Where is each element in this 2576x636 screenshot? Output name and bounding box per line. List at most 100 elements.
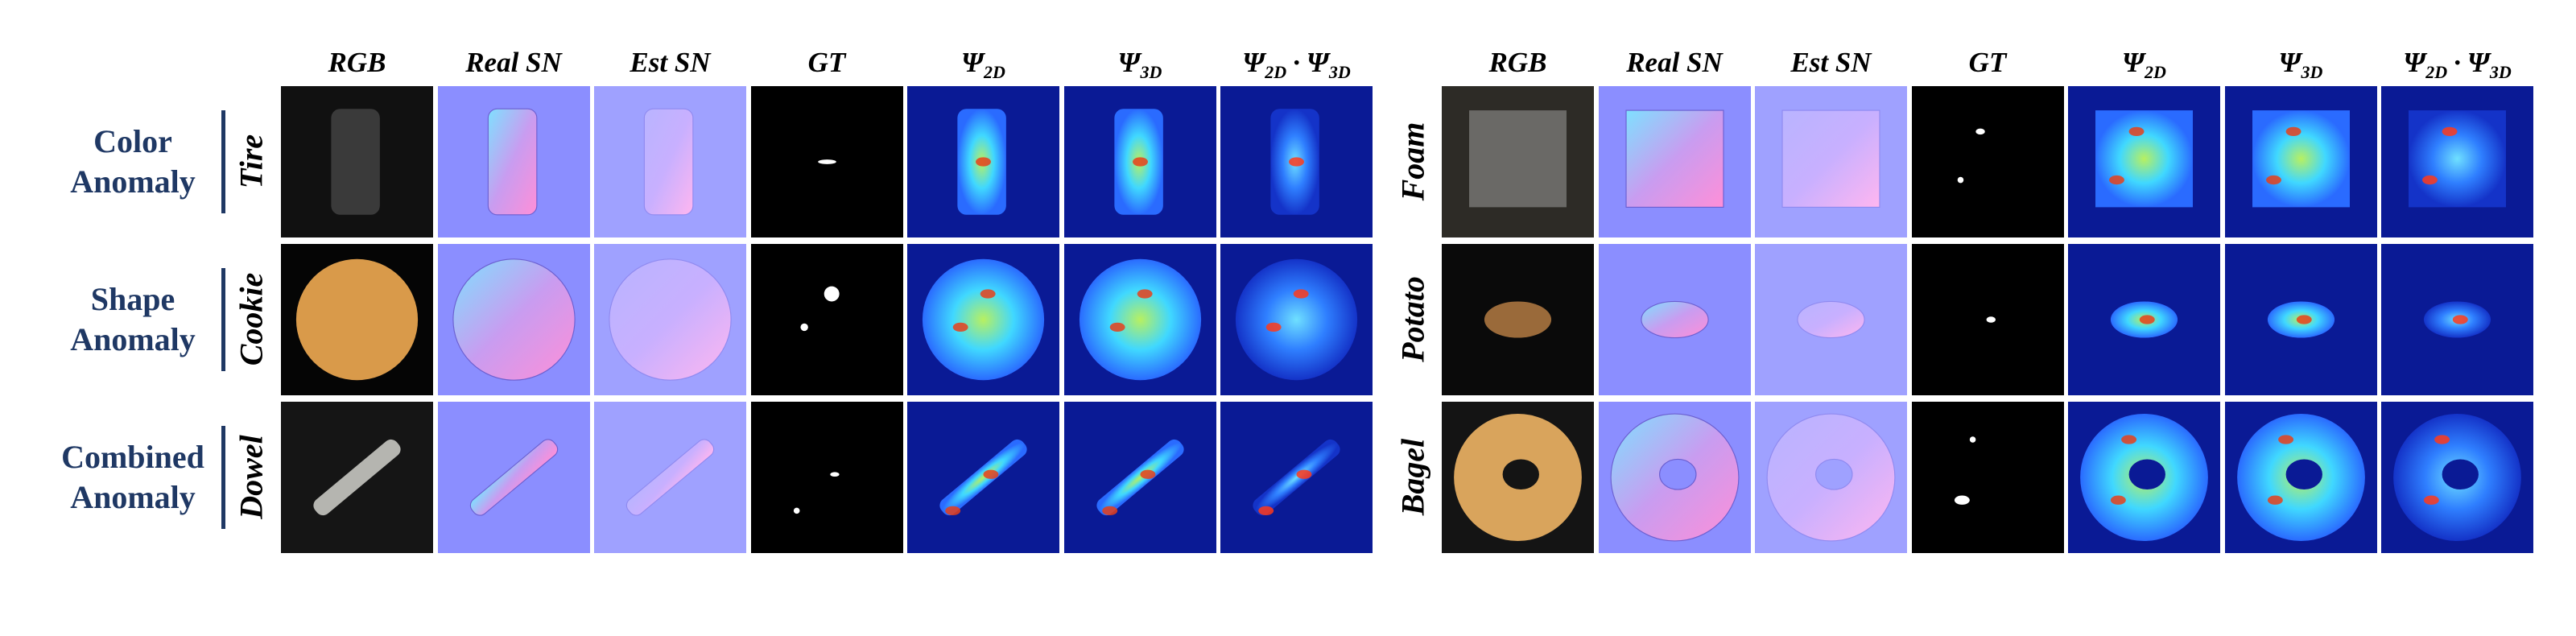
- image-tile: [594, 244, 746, 395]
- separator-bar: [221, 268, 225, 371]
- object-shape: [1469, 110, 1567, 208]
- image-tile: [1598, 244, 1751, 395]
- object-shape: [1766, 413, 1896, 542]
- hot-spot: [2285, 126, 2301, 137]
- gt-mask: [817, 159, 836, 164]
- gt-mask: [1957, 176, 1963, 184]
- object-shape: [2252, 110, 2350, 208]
- tile-background: [1911, 402, 2064, 553]
- row-category: Combined Anomaly: [32, 437, 233, 518]
- image-tile: [437, 244, 590, 395]
- header-text: RGB: [328, 47, 386, 78]
- column-header: Real SN: [438, 47, 590, 79]
- gt-mask: [1954, 495, 1970, 505]
- header-text: Real SN: [1626, 47, 1723, 78]
- object-shape: [1610, 413, 1739, 542]
- image-tile: [1755, 86, 1907, 237]
- hot-spot: [2422, 175, 2438, 185]
- header-text: Real SN: [465, 47, 562, 78]
- header-text: Est SN: [1790, 47, 1872, 78]
- tile-background: [1911, 86, 2064, 237]
- header-subscript: 2D: [2145, 62, 2166, 82]
- column-header: Ψ3D: [1064, 47, 1216, 83]
- header-symbol: Ψ: [2403, 47, 2426, 78]
- hot-spot: [1109, 322, 1125, 332]
- object-shape: [1484, 301, 1552, 338]
- image-tile: [1063, 86, 1216, 237]
- category-line: Anomaly: [70, 163, 196, 200]
- header-symbol: Ψ: [1242, 47, 1265, 78]
- image-tile: [750, 244, 903, 395]
- object-shape: [609, 258, 732, 381]
- category-line: Anomaly: [70, 479, 196, 515]
- object-label: Tire: [233, 134, 270, 189]
- category-line: Shape: [90, 281, 175, 317]
- header-subscript: 2D: [984, 62, 1005, 82]
- hot-spot: [2110, 495, 2126, 505]
- hot-spot: [2128, 126, 2145, 137]
- image-tile: [1442, 244, 1594, 395]
- gt-mask: [799, 323, 808, 332]
- image-tile: [1220, 86, 1373, 237]
- object-shape: [1640, 300, 1709, 339]
- header-subscript: 3D: [1328, 62, 1351, 82]
- image-tile: [1063, 244, 1216, 395]
- hot-spot: [1258, 506, 1274, 515]
- header-subscript: 3D: [1140, 62, 1162, 82]
- image-tile: [1911, 402, 2064, 553]
- image-tile: [1220, 244, 1373, 395]
- object-shape: [1079, 258, 1201, 381]
- gt-mask: [793, 507, 799, 514]
- hot-spot: [1265, 322, 1282, 332]
- row-category: Shape Anomaly: [32, 279, 233, 360]
- image-tile: [750, 86, 903, 237]
- hot-spot: [980, 289, 996, 299]
- image-tile: [1442, 86, 1594, 237]
- header-symbol: Ψ: [2122, 47, 2145, 78]
- image-tile: [1755, 402, 1907, 553]
- object-label: Foam: [1394, 122, 1431, 201]
- object-shape: [2236, 414, 2365, 541]
- hot-spot: [2139, 315, 2155, 324]
- header-operator: ·: [2454, 47, 2461, 78]
- hot-spot: [1132, 157, 1148, 167]
- column-header: Ψ3D: [2225, 47, 2377, 83]
- header-symbol: Ψ: [961, 47, 985, 78]
- column-header: Real SN: [1599, 47, 1751, 79]
- hot-spot: [1293, 289, 1309, 299]
- image-tile: [1911, 244, 2064, 395]
- image-tile: [2224, 86, 2377, 237]
- object-label: Bagel: [1394, 438, 1431, 516]
- image-tile: [594, 402, 746, 553]
- image-tile: [1220, 402, 1373, 553]
- column-header: RGB: [1442, 47, 1594, 79]
- object-shape: [2409, 110, 2506, 208]
- object-shape: [939, 439, 1027, 516]
- image-tile: [2224, 402, 2377, 553]
- object-shape: [922, 258, 1045, 381]
- hot-spot: [2434, 435, 2450, 444]
- object-shape: [1624, 109, 1724, 208]
- image-tile: [907, 244, 1059, 395]
- object-label: Cookie: [233, 272, 270, 366]
- header-subscript: 3D: [2489, 62, 2512, 82]
- object-shape: [2080, 414, 2208, 541]
- category-line: Anomaly: [70, 321, 196, 357]
- image-tile: [2068, 86, 2220, 237]
- object-shape: [295, 258, 419, 381]
- image-tile: [2381, 244, 2533, 395]
- header-symbol: Ψ: [1306, 47, 1329, 78]
- header-operator: ·: [1293, 47, 1300, 78]
- image-tile: [1598, 86, 1751, 237]
- hot-spot: [2267, 495, 2283, 505]
- separator-bar: [221, 110, 225, 213]
- image-tile: [2381, 86, 2533, 237]
- image-tile: [281, 86, 433, 237]
- header-text: GT: [807, 47, 846, 78]
- column-header: RGB: [281, 47, 433, 79]
- separator-bar: [221, 426, 225, 529]
- column-header: GT: [751, 47, 903, 79]
- hot-spot: [2277, 435, 2293, 444]
- gt-mask: [1969, 436, 1975, 443]
